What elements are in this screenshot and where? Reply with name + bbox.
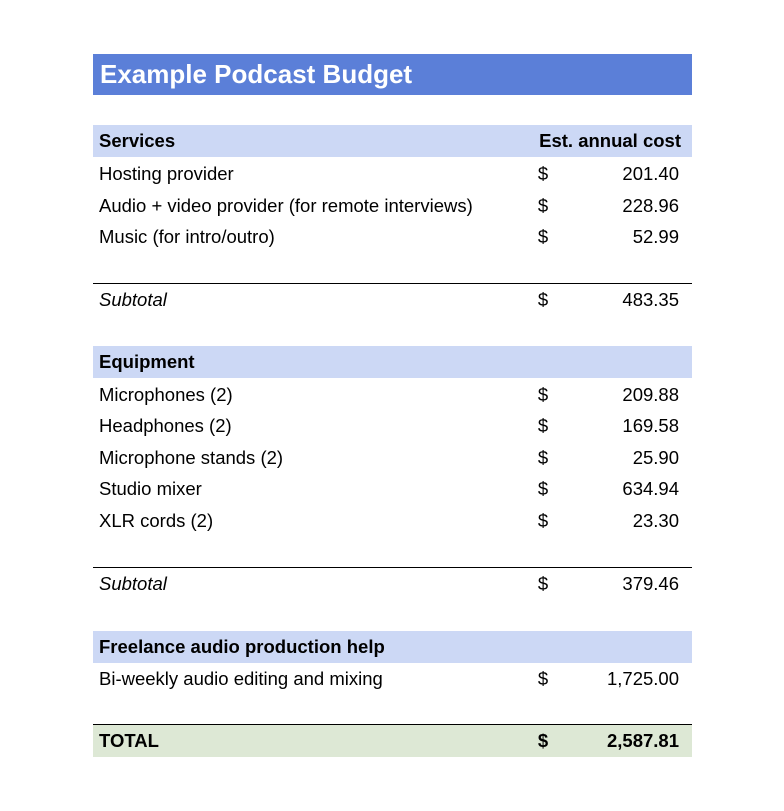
currency-symbol: $ (537, 447, 549, 468)
currency-symbol: $ (537, 510, 549, 531)
section-header-equipment: Equipment (93, 346, 692, 378)
line-item: Bi-weekly audio editing and mixing $ 1,7… (93, 663, 692, 695)
total-label: TOTAL (99, 730, 159, 751)
currency-symbol: $ (537, 163, 549, 184)
item-amount: 25.90 (632, 447, 679, 468)
line-item: Microphones (2) $ 209.88 (93, 379, 692, 411)
sheet-title: Example Podcast Budget (93, 54, 692, 95)
currency-symbol: $ (537, 415, 549, 436)
item-amount: 169.58 (622, 415, 679, 436)
column-header-cost: Est. annual cost (539, 130, 681, 151)
line-item: XLR cords (2) $ 23.30 (93, 505, 692, 537)
subtotal-amount: 483.35 (622, 289, 679, 310)
currency-symbol: $ (537, 730, 549, 751)
item-label: Headphones (2) (99, 415, 232, 436)
line-item: Audio + video provider (for remote inter… (93, 190, 692, 222)
item-amount: 23.30 (632, 510, 679, 531)
section-heading: Freelance audio production help (99, 636, 385, 657)
item-amount: 1,725.00 (606, 668, 679, 689)
item-amount: 201.40 (622, 163, 679, 184)
section-heading: Services (99, 130, 176, 151)
total-row: TOTAL $ 2,587.81 (93, 724, 692, 757)
section-heading: Equipment (99, 351, 195, 372)
subtotal-row-services: Subtotal $ 483.35 (93, 283, 692, 316)
item-label: Studio mixer (99, 478, 202, 499)
item-label: Music (for intro/outro) (99, 226, 275, 247)
currency-symbol: $ (537, 668, 549, 689)
item-amount: 634.94 (622, 478, 679, 499)
item-label: Audio + video provider (for remote inter… (99, 195, 473, 216)
item-amount: 228.96 (622, 195, 679, 216)
line-item: Studio mixer $ 634.94 (93, 473, 692, 505)
item-label: XLR cords (2) (99, 510, 214, 531)
currency-symbol: $ (537, 226, 549, 247)
section-header-services: Services Est. annual cost (93, 125, 692, 157)
item-label: Microphone stands (2) (99, 447, 284, 468)
currency-symbol: $ (537, 195, 549, 216)
line-item: Hosting provider $ 201.40 (93, 158, 692, 190)
item-amount: 209.88 (622, 384, 679, 405)
subtotal-row-equipment: Subtotal $ 379.46 (93, 567, 692, 600)
currency-symbol: $ (537, 478, 549, 499)
line-item: Headphones (2) $ 169.58 (93, 410, 692, 442)
currency-symbol: $ (537, 289, 549, 310)
subtotal-amount: 379.46 (622, 573, 679, 594)
item-label: Bi-weekly audio editing and mixing (99, 668, 383, 689)
currency-symbol: $ (537, 384, 549, 405)
section-header-freelance: Freelance audio production help (93, 631, 692, 663)
item-amount: 52.99 (632, 226, 679, 247)
currency-symbol: $ (537, 573, 549, 594)
subtotal-label: Subtotal (99, 289, 167, 310)
item-label: Microphones (2) (99, 384, 233, 405)
item-label: Hosting provider (99, 163, 234, 184)
line-item: Microphone stands (2) $ 25.90 (93, 442, 692, 474)
total-amount: 2,587.81 (606, 730, 679, 751)
subtotal-label: Subtotal (99, 573, 167, 594)
line-item: Music (for intro/outro) $ 52.99 (93, 221, 692, 253)
